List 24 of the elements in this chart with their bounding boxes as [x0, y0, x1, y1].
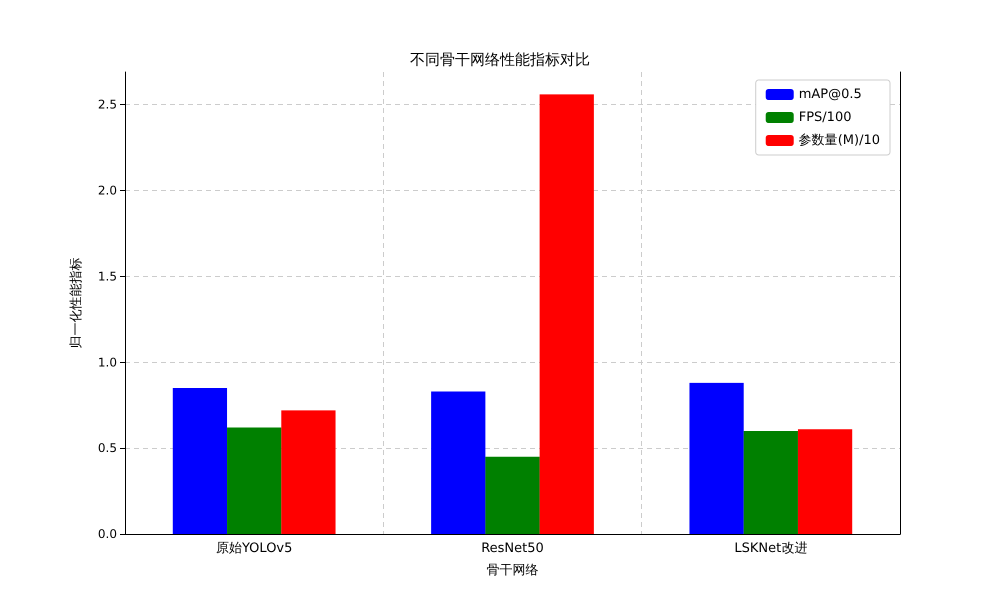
- legend-label: FPS/100: [798, 110, 852, 125]
- bar: [485, 456, 540, 534]
- legend-label: 参数量(M)/10: [798, 133, 880, 148]
- bar: [540, 94, 594, 534]
- y-tick-label: 0.5: [98, 441, 117, 456]
- bar: [431, 391, 486, 534]
- bar: [227, 428, 282, 534]
- y-tick-label: 2.0: [98, 184, 117, 198]
- x-tick-label: ResNet50: [481, 541, 544, 556]
- x-axis-title: 骨干网络: [486, 563, 538, 578]
- y-tick-label: 1.5: [98, 269, 117, 284]
- x-tick-label: 原始YOLOv5: [216, 541, 292, 556]
- bar: [281, 410, 336, 534]
- legend-label: mAP@0.5: [798, 87, 862, 102]
- bar: [798, 429, 852, 534]
- bar: [172, 388, 228, 534]
- y-axis-title: 归一化性能指标: [69, 258, 84, 348]
- bar: [689, 382, 744, 534]
- y-tick-label: 2.5: [98, 98, 117, 112]
- bar: [744, 430, 798, 534]
- y-tick-label: 1.0: [98, 355, 117, 370]
- y-tick-label: 0.0: [98, 527, 117, 541]
- x-tick-label: LSKNet改进: [734, 541, 808, 556]
- chart-title: 不同骨干网络性能指标对比: [410, 50, 590, 68]
